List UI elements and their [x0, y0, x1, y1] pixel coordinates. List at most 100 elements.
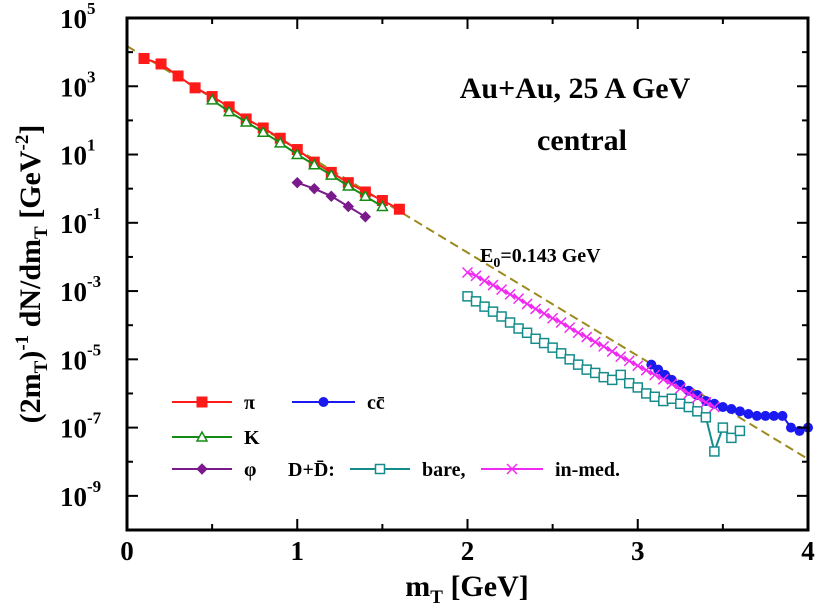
legend-label: K — [244, 427, 260, 449]
data-point — [359, 211, 372, 223]
data-point — [632, 360, 644, 372]
x-tick-label: 0 — [120, 536, 134, 566]
data-point — [504, 288, 516, 300]
data-point — [538, 307, 550, 320]
legend: πKφ cc̄ D+D̄: bare, in-med. — [172, 392, 620, 481]
legend-marker — [506, 463, 518, 475]
data-point — [256, 125, 270, 137]
data-point — [606, 345, 618, 357]
data-point — [555, 348, 567, 359]
data-point — [521, 298, 533, 310]
data-point — [649, 369, 661, 381]
data-point — [376, 199, 389, 212]
series-4 — [462, 291, 746, 457]
data-point — [290, 147, 304, 160]
data-point — [555, 316, 567, 329]
data-point — [487, 279, 499, 291]
data-point — [564, 354, 575, 365]
data-point — [640, 364, 652, 376]
data-point — [768, 410, 779, 421]
data-point — [785, 422, 796, 433]
data-point — [726, 432, 737, 444]
series-line — [143, 57, 400, 211]
data-point — [487, 306, 499, 317]
data-point — [623, 355, 635, 367]
y-tick-label: 10-3 — [60, 272, 101, 307]
data-point — [666, 393, 678, 405]
data-point — [239, 115, 253, 127]
data-point — [291, 176, 303, 189]
data-point — [683, 387, 695, 399]
data-point — [308, 158, 321, 170]
data-point — [606, 374, 618, 386]
data-point — [479, 301, 490, 312]
data-point — [683, 401, 695, 413]
data-point — [691, 392, 703, 404]
data-point — [598, 340, 610, 352]
data-point — [342, 179, 355, 191]
data-point — [700, 396, 712, 408]
legend-label: cc̄ — [367, 392, 385, 414]
series-5 — [461, 266, 720, 413]
data-point — [572, 359, 584, 370]
data-point — [649, 391, 661, 403]
x-tick-label: 4 — [801, 536, 815, 566]
data-point — [653, 364, 664, 375]
legend-marker — [196, 396, 208, 408]
chart-subtitle: central — [537, 124, 627, 157]
data-point — [359, 189, 372, 201]
y-tick-label: 10-5 — [60, 340, 101, 375]
data-point — [504, 317, 516, 328]
legend-label: bare, — [422, 459, 466, 481]
data-point — [496, 284, 508, 296]
data-point — [496, 311, 507, 322]
legend-label: in-med. — [555, 459, 620, 481]
x-tick-label: 1 — [291, 536, 305, 566]
legend-item-2: φ — [172, 459, 256, 481]
series-layer — [138, 53, 813, 457]
legend-label: π — [244, 392, 255, 414]
data-point — [692, 406, 703, 417]
data-point — [658, 395, 669, 407]
data-point — [205, 93, 219, 105]
series-0 — [138, 53, 405, 215]
data-point — [657, 373, 669, 385]
data-point — [717, 402, 728, 413]
data-point — [564, 322, 576, 334]
legend-item-4: bare, — [350, 459, 466, 481]
legend-item-3: cc̄ — [292, 392, 385, 414]
series-2 — [291, 176, 372, 223]
data-point — [709, 446, 720, 457]
data-point — [708, 401, 720, 413]
data-point — [581, 331, 593, 343]
data-point — [675, 398, 686, 409]
data-point — [342, 200, 355, 213]
data-point — [155, 58, 167, 70]
data-point — [273, 136, 287, 148]
legend-label: φ — [244, 459, 256, 481]
data-point — [530, 303, 542, 315]
legend-marker — [195, 430, 209, 442]
data-point — [572, 327, 584, 339]
data-point — [470, 296, 482, 307]
legend-item-1: K — [172, 427, 260, 449]
data-point — [700, 412, 712, 423]
data-point — [683, 385, 694, 396]
x-axis-title: mT [GeV] — [405, 570, 528, 608]
data-point — [589, 367, 601, 379]
data-point — [547, 312, 559, 324]
data-point — [734, 425, 746, 437]
data-point — [632, 382, 643, 393]
data-point — [538, 337, 550, 349]
data-point — [623, 377, 635, 389]
data-point — [530, 333, 541, 345]
data-point — [760, 410, 771, 421]
data-point — [478, 275, 491, 287]
axis-ticks: 0 1 2 3 4 105 103 101 10-1 10-3 10-5 10-7 10-9 — [60, 0, 815, 566]
data-point — [615, 351, 627, 363]
data-point — [734, 406, 745, 417]
data-point — [393, 203, 405, 215]
data-point — [172, 70, 184, 82]
chart-title: Au+Au, 25 A GeV — [460, 72, 691, 105]
